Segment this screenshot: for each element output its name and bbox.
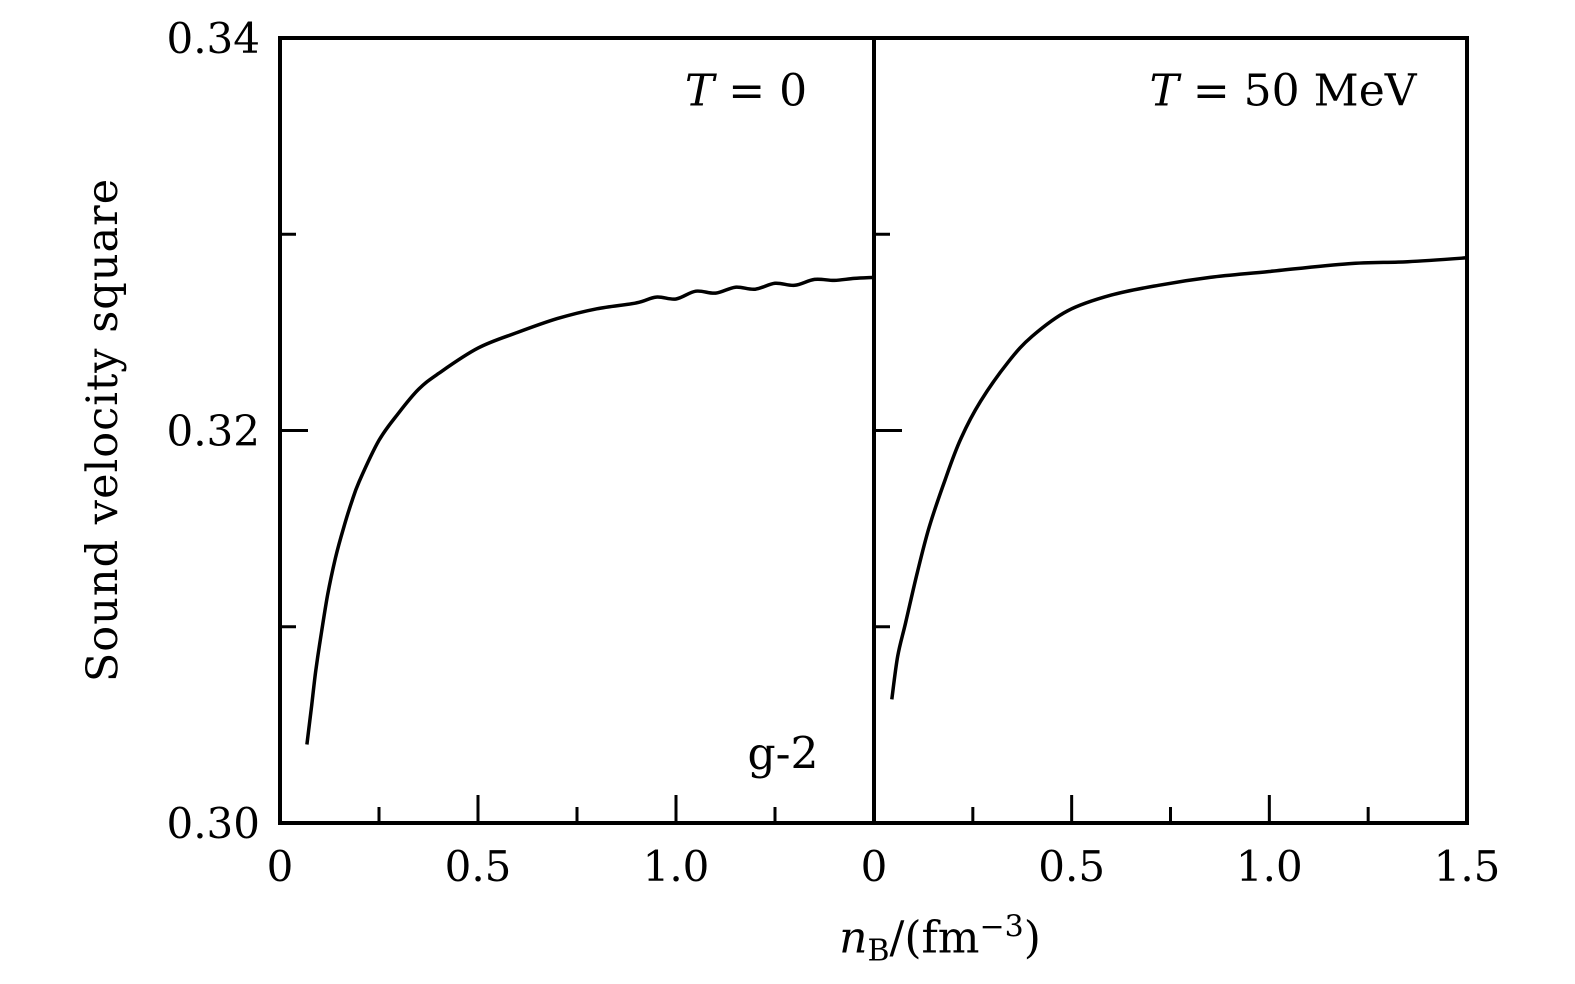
curve-left-panel (305, 275, 875, 745)
x-axis-label-subscript: B (867, 933, 890, 969)
x-tick-label: 1.0 (1236, 842, 1303, 891)
annotation-g2: g-2 (747, 728, 819, 780)
panel-title-t50-value: = 50 MeV (1178, 65, 1417, 117)
x-tick-label: 0.5 (445, 842, 512, 891)
x-axis-label: nB/(fm−3) (839, 909, 1041, 966)
y-tick-label: 0.30 (166, 799, 260, 848)
x-axis-label-close: ) (1023, 912, 1041, 964)
x-axis-label-variable: n (839, 912, 868, 964)
panel-title-t0-variable: T (684, 65, 715, 117)
curve-right-panel (890, 256, 1468, 700)
x-tick-label: 0 (267, 842, 294, 891)
x-tick-label: 1.5 (1434, 842, 1501, 891)
panel-title-t50-variable: T (1149, 65, 1179, 117)
panel-title-t50: T = 50 MeV (1149, 66, 1416, 117)
y-tick-label: 0.34 (166, 14, 260, 63)
panel-title-t0: T = 0 (685, 66, 807, 117)
x-tick-label: 0.5 (1038, 842, 1105, 891)
x-tick-label: 1.0 (643, 842, 710, 891)
y-axis-label: Sound velocity square (78, 177, 128, 683)
x-axis-label-unit: /(fm (889, 912, 980, 964)
y-tick-label: 0.32 (166, 407, 260, 456)
panel-title-t0-value: = 0 (714, 65, 808, 117)
x-axis-label-exponent: −3 (979, 909, 1024, 945)
x-tick-label: 0 (861, 842, 888, 891)
